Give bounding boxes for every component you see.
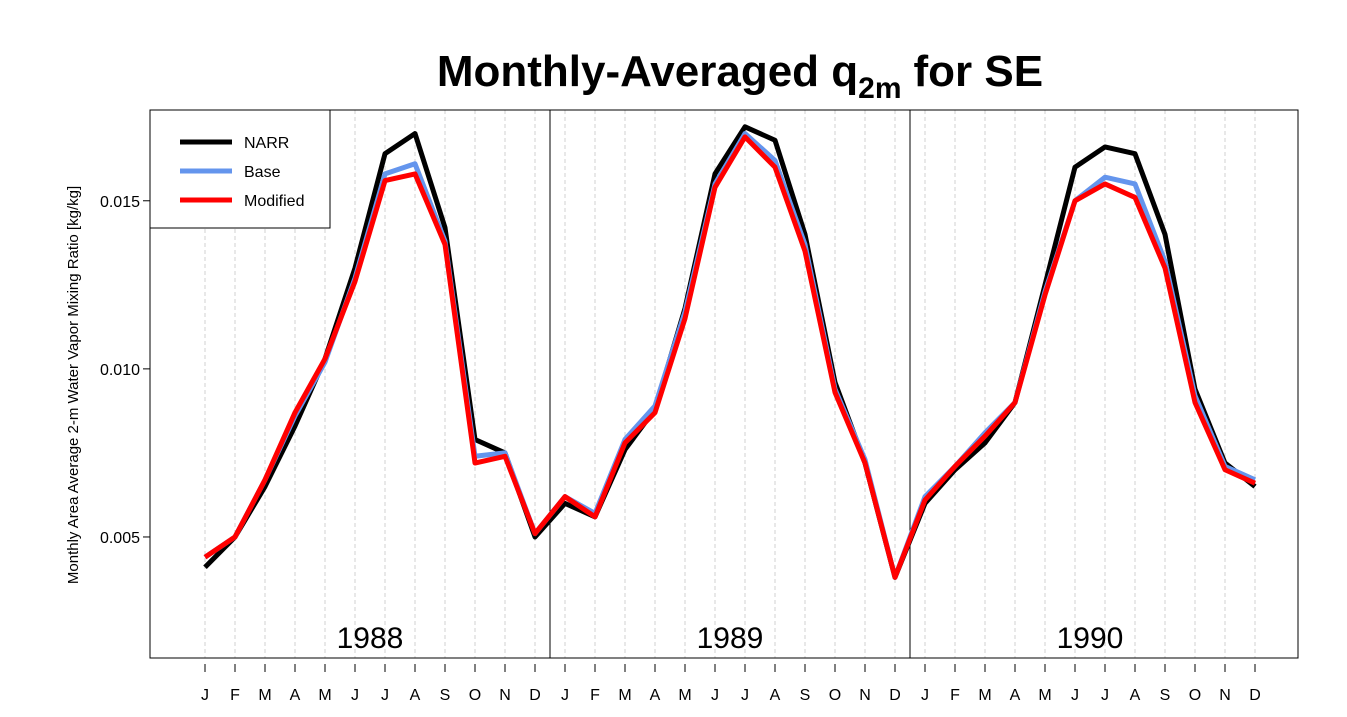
x-tick-label: F (950, 687, 960, 704)
x-tick-label: J (201, 687, 209, 704)
year-label: 1990 (1057, 622, 1124, 655)
x-tick-label: S (800, 687, 811, 704)
x-tick-label: A (410, 687, 421, 704)
x-tick-label: A (1130, 687, 1141, 704)
x-tick-label: M (618, 687, 631, 704)
x-tick-label: J (741, 687, 749, 704)
plot-frame (149, 109, 1299, 659)
title-suffix: for SE (914, 47, 1044, 96)
x-tick-label: S (440, 687, 451, 704)
x-tick-label: M (678, 687, 691, 704)
y-tick-label: 0.010 (100, 362, 140, 379)
x-tick-label: J (921, 687, 929, 704)
x-tick-label: S (1160, 687, 1171, 704)
title-subscript: 2m (858, 72, 901, 105)
x-tick-label: A (1010, 687, 1021, 704)
y-tick-label: 0.005 (100, 530, 140, 547)
x-tick-label: M (318, 687, 331, 704)
x-tick-label: A (770, 687, 781, 704)
x-tick-label: A (290, 687, 301, 704)
series-line (203, 131, 1257, 580)
legend-label: Base (244, 164, 281, 181)
x-tick-label: D (1249, 687, 1261, 704)
title-main: Monthly-Averaged q (437, 47, 858, 96)
legend-box (149, 109, 331, 229)
x-tick-label: F (590, 687, 600, 704)
x-tick-label: D (889, 687, 901, 704)
x-tick-label: O (469, 687, 481, 704)
year-label: 1989 (697, 622, 764, 655)
x-tick-label: J (711, 687, 719, 704)
x-tick-label: O (829, 687, 841, 704)
series-line (203, 134, 1257, 580)
x-tick-label: J (1071, 687, 1079, 704)
year-label: 1988 (337, 622, 404, 655)
legend-label: Modified (244, 193, 304, 210)
x-tick-label: F (230, 687, 240, 704)
x-tick-label: N (1219, 687, 1231, 704)
x-tick-label: J (1101, 687, 1109, 704)
x-tick-label: J (381, 687, 389, 704)
x-tick-label: M (978, 687, 991, 704)
x-tick-label: D (529, 687, 541, 704)
x-tick-label: M (258, 687, 271, 704)
x-tick-label: N (859, 687, 871, 704)
x-tick-label: O (1189, 687, 1201, 704)
x-tick-label: J (351, 687, 359, 704)
y-axis-label: Monthly Area Average 2-m Water Vapor Mix… (65, 186, 82, 584)
chart-title: Monthly-Averaged q2m for SE (437, 47, 1043, 105)
legend-label: NARR (244, 135, 289, 152)
x-tick-label: J (561, 687, 569, 704)
x-tick-label: N (499, 687, 511, 704)
series-line (203, 124, 1257, 580)
y-tick-label: 0.015 (100, 194, 140, 211)
x-tick-label: A (650, 687, 661, 704)
x-tick-label: M (1038, 687, 1051, 704)
